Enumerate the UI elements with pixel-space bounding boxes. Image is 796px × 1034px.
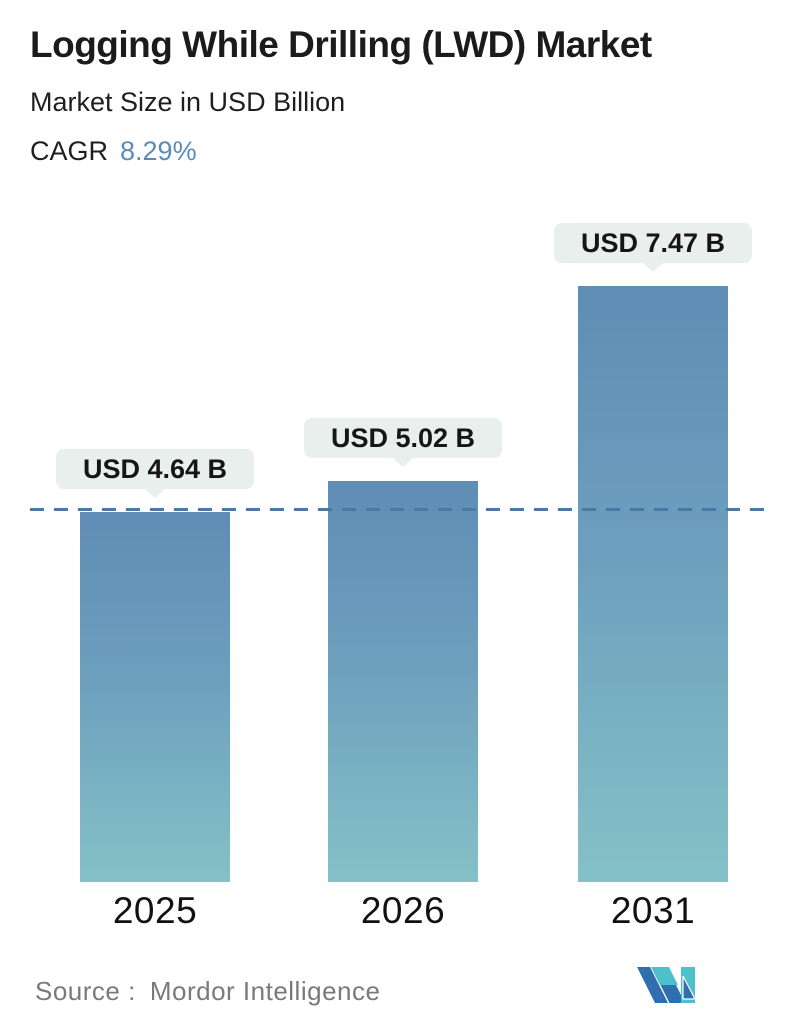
callout-pointer bbox=[642, 262, 664, 272]
value-label: USD 4.64 B bbox=[82, 454, 228, 484]
source-line: Source : Mordor Intelligence bbox=[35, 976, 380, 1007]
mordor-intelligence-logo-icon bbox=[637, 967, 695, 1003]
value-label: USD 5.02 B bbox=[330, 423, 476, 453]
cagr-value: 8.29% bbox=[120, 136, 197, 166]
chart-subtitle: Market Size in USD Billion bbox=[30, 87, 346, 117]
x-axis-label-2025: 2025 bbox=[112, 890, 198, 931]
source-value: Mordor Intelligence bbox=[149, 976, 381, 1006]
value-callout-2025: USD 4.64 B bbox=[56, 449, 254, 498]
cagr-label: CAGR bbox=[30, 136, 109, 166]
bar-2025 bbox=[80, 512, 230, 882]
source-label: Source : bbox=[35, 976, 136, 1006]
bar-2026 bbox=[328, 481, 478, 882]
bar-2031 bbox=[578, 286, 728, 882]
value-callout-2026: USD 5.02 B bbox=[304, 418, 502, 467]
x-axis-label-2031: 2031 bbox=[610, 890, 696, 931]
page-title: Logging While Drilling (LWD) Market bbox=[30, 24, 652, 65]
reference-dashed-line bbox=[30, 508, 770, 511]
callout-pointer bbox=[144, 488, 166, 498]
callout-pointer bbox=[392, 457, 414, 467]
value-label: USD 7.47 B bbox=[580, 228, 726, 258]
cagr-row: CAGR 8.29% bbox=[30, 136, 197, 167]
value-callout-2031: USD 7.47 B bbox=[554, 223, 752, 272]
x-axis-label-2026: 2026 bbox=[360, 890, 446, 931]
